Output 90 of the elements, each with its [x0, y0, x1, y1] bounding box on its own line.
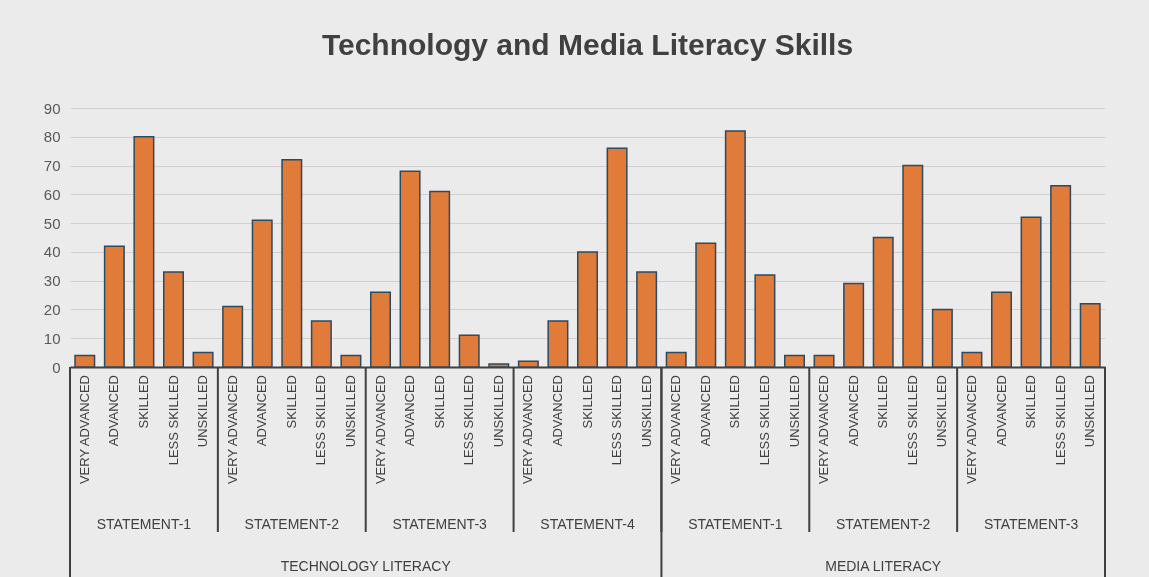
text: STATEMENT-2	[244, 516, 340, 532]
x-tick-label: LESS SKILLED	[165, 375, 181, 466]
x-tick-label: UNSKILLED	[786, 375, 802, 448]
x-tick-label: SKILLED	[135, 375, 151, 429]
text: STATEMENT-3	[983, 516, 1079, 532]
y-tick-label: 80	[43, 128, 61, 146]
bar	[340, 354, 362, 368]
x-tick-label: UNSKILLED	[934, 375, 950, 448]
bar	[103, 245, 125, 368]
bar	[754, 274, 776, 368]
x-tick-label: VERY ADVANCED	[76, 375, 92, 485]
y-tick-label: 0	[52, 358, 61, 376]
y-tick-label: 90	[43, 99, 61, 117]
bar	[695, 242, 717, 368]
bar	[990, 291, 1013, 368]
bar	[724, 130, 746, 368]
x-tick-label: ADVANCED	[106, 375, 122, 447]
x-tick-label: VERY ADVANCED	[372, 375, 388, 485]
bar	[1050, 184, 1072, 368]
x-tick-label: VERY ADVANCED	[668, 375, 684, 485]
bar	[162, 271, 185, 368]
bar	[872, 236, 894, 368]
bar	[133, 136, 155, 368]
y-tick-label: 10	[43, 329, 61, 347]
bar	[843, 282, 865, 368]
text: STATEMENT-4	[540, 516, 635, 532]
x-tick-label: VERY ADVANCED	[816, 375, 832, 485]
x-tick-label: ADVANCED	[254, 375, 270, 447]
x-tick-label: ADVANCED	[549, 375, 565, 447]
bar	[517, 360, 539, 368]
x-tick-label: ADVANCED	[845, 375, 861, 447]
y-tick-label: 60	[43, 185, 61, 203]
text: STATEMENT-1	[688, 516, 783, 532]
chart-title: Technology and Media Literacy Skills	[321, 28, 854, 61]
bar	[547, 320, 569, 368]
x-tick-label: UNSKILLED	[1082, 375, 1098, 448]
bar	[1079, 302, 1101, 368]
bar	[961, 351, 983, 368]
bar	[399, 170, 421, 368]
bar	[310, 320, 332, 368]
text: STATEMENT-2	[836, 516, 931, 532]
bar	[222, 305, 244, 368]
bar	[783, 354, 806, 368]
bar	[636, 271, 658, 368]
bar	[902, 164, 924, 368]
x-tick-label: VERY ADVANCED	[224, 375, 240, 485]
x-tick-label: SKILLED	[1023, 375, 1039, 429]
bar	[1020, 216, 1042, 368]
x-tick-label: SKILLED	[727, 375, 743, 429]
x-tick-label: SKILLED	[431, 375, 447, 429]
y-tick-label: 20	[43, 300, 61, 318]
x-tick-label: LESS SKILLED	[609, 375, 625, 466]
x-tick-label: UNSKILLED	[195, 375, 211, 448]
x-tick-label: UNSKILLED	[490, 375, 506, 448]
bar	[665, 351, 687, 368]
x-tick-label: VERY ADVANCED	[963, 375, 979, 485]
x-tick-label: SKILLED	[875, 375, 891, 429]
text: STATEMENT-3	[392, 516, 488, 532]
x-tick-label: ADVANCED	[697, 375, 713, 447]
bar	[458, 334, 480, 368]
text: STATEMENT-1	[96, 516, 192, 532]
bar	[606, 147, 628, 368]
bar	[488, 363, 510, 368]
y-tick-label: 70	[43, 157, 61, 175]
x-tick-label: LESS SKILLED	[313, 375, 329, 466]
x-tick-label: LESS SKILLED	[756, 375, 772, 466]
bar	[369, 291, 392, 368]
bar	[576, 251, 599, 368]
x-tick-label: LESS SKILLED	[461, 375, 477, 466]
x-tick-label: SKILLED	[283, 375, 299, 429]
x-tick-label: LESS SKILLED	[1052, 375, 1068, 466]
bar	[931, 308, 953, 368]
y-tick-label: 40	[43, 243, 61, 261]
x-tick-label: ADVANCED	[993, 375, 1009, 447]
x-tick-label: ADVANCED	[402, 375, 418, 447]
bar	[813, 354, 835, 368]
bar	[251, 219, 273, 368]
text: MEDIA LITERACY	[825, 558, 942, 574]
x-tick-label: UNSKILLED	[342, 375, 358, 448]
bar	[74, 354, 96, 368]
text: TECHNOLOGY LITERACY	[280, 558, 452, 574]
bar	[429, 190, 451, 368]
x-tick-label: LESS SKILLED	[904, 375, 920, 466]
y-tick-label: 50	[43, 214, 61, 232]
x-tick-label: VERY ADVANCED	[520, 375, 536, 485]
bar	[281, 159, 303, 368]
x-tick-label: UNSKILLED	[638, 375, 654, 448]
y-tick-label: 30	[43, 272, 61, 290]
bar	[192, 351, 214, 368]
x-tick-label: SKILLED	[579, 375, 595, 429]
